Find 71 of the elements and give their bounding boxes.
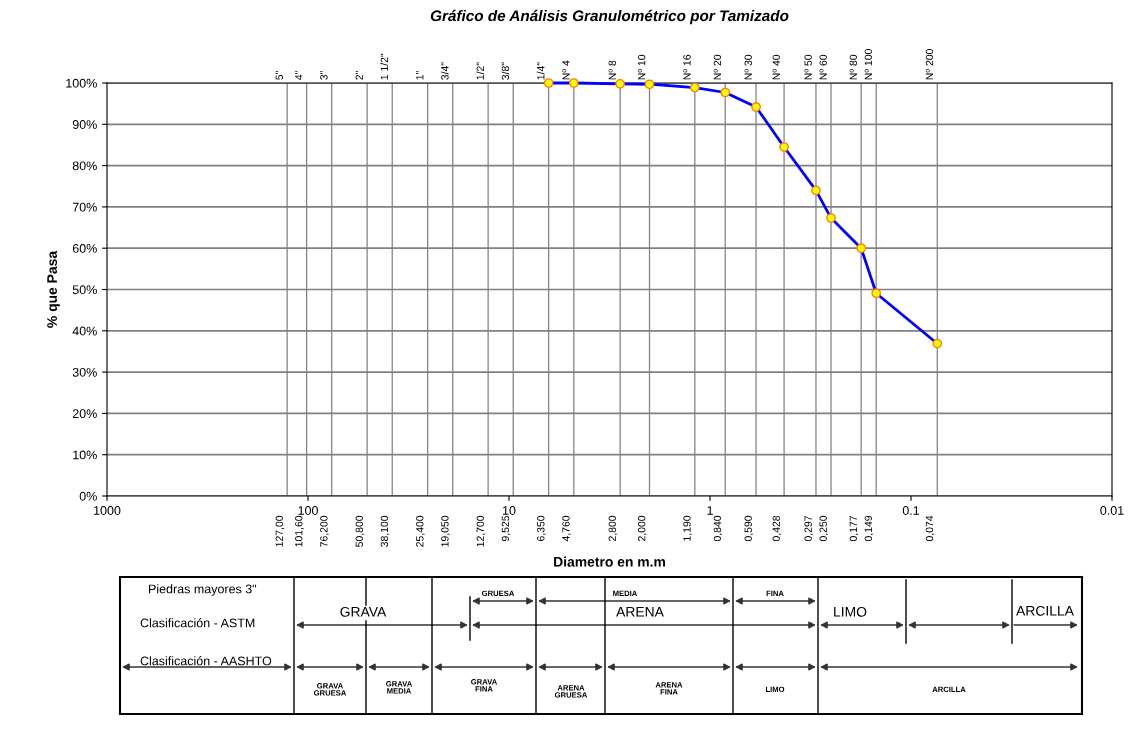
annotation: 1/2" bbox=[476, 62, 484, 80]
ref-line-label: 2,800 bbox=[608, 515, 618, 541]
y-tick-label: 80% bbox=[72, 161, 97, 171]
annotation: 3" bbox=[320, 71, 328, 80]
x-tick-label: 10 bbox=[503, 506, 516, 515]
text: ARENA bbox=[616, 607, 664, 617]
ref-line-label: 0,177 bbox=[849, 515, 859, 542]
annotation: 3/8" bbox=[501, 62, 510, 80]
x-tick-label: 100 bbox=[298, 506, 318, 515]
y-tick-label: 0% bbox=[79, 491, 97, 501]
ref-line-label: 9,525 bbox=[501, 515, 511, 542]
ref-line-label: 0,297 bbox=[804, 515, 814, 542]
text: Clasificación - AASHTO bbox=[140, 656, 272, 666]
annotation: Nº 16 bbox=[683, 54, 691, 80]
annotation: Nº 40 bbox=[772, 54, 780, 80]
y-axis-title: % que Pasa bbox=[47, 250, 60, 328]
text: LIMO bbox=[834, 606, 867, 617]
annotation: Nº 30 bbox=[744, 54, 752, 80]
text: GRAVA bbox=[340, 606, 387, 617]
annotation: Nº 100 bbox=[864, 49, 873, 80]
annotation: 2" bbox=[355, 71, 363, 80]
y-tick-label: 20% bbox=[72, 409, 97, 419]
annotation: 3/4" bbox=[440, 62, 449, 80]
annotation: Nº 60 bbox=[819, 54, 827, 80]
ref-line-label: 101,60 bbox=[295, 515, 304, 547]
x-tick-label: 1 bbox=[707, 506, 713, 515]
annotation: 1/4" bbox=[536, 62, 545, 80]
y-tick-label: 50% bbox=[72, 285, 97, 295]
text: Clasificación - ASTM bbox=[140, 618, 255, 628]
ref-line-label: 4,760 bbox=[562, 515, 571, 542]
text: Piedras mayores 3" bbox=[149, 584, 257, 596]
text: ARCILLA bbox=[1016, 605, 1074, 616]
ref-line-label: 0,149 bbox=[864, 515, 874, 542]
ref-line-label: 50,800 bbox=[355, 515, 365, 547]
x-tick-label: 0.1 bbox=[902, 506, 920, 515]
ref-line-label: 0,590 bbox=[744, 515, 754, 542]
annotation: Nº 20 bbox=[713, 54, 722, 80]
annotation: Nº 200 bbox=[925, 49, 934, 80]
ref-line-label: 2,000 bbox=[637, 515, 647, 541]
chart-title: Gráfico de Análisis Granulométrico por Tamizado bbox=[430, 9, 789, 25]
ref-line-label: 1,190 bbox=[683, 515, 692, 541]
ref-line-label: 76,200 bbox=[320, 515, 329, 547]
annotation: Nº 8 bbox=[608, 60, 616, 80]
ref-line-label: 127,00 bbox=[275, 515, 285, 547]
y-tick-label: 10% bbox=[73, 450, 97, 460]
ref-line-label: 12,700 bbox=[476, 515, 486, 547]
annotation: Nº 4 bbox=[562, 60, 570, 80]
x-tick-label: 0.01 bbox=[1100, 506, 1124, 515]
y-tick-label: 70% bbox=[72, 202, 97, 212]
y-tick-label: 40% bbox=[72, 326, 97, 336]
annotation: 4" bbox=[295, 71, 303, 80]
x-axis-title: Diametro en m.m bbox=[554, 556, 665, 567]
ref-line-label: 0,428 bbox=[772, 515, 782, 542]
y-tick-label: 100% bbox=[66, 78, 97, 88]
y-tick-label: 30% bbox=[72, 367, 97, 377]
y-tick-label: 60% bbox=[72, 244, 97, 253]
ref-line-label: 19,050 bbox=[441, 515, 450, 547]
ref-line-label: 0,250 bbox=[819, 515, 829, 542]
annotation: 1" bbox=[416, 71, 424, 80]
ref-line-label: 25,400 bbox=[416, 515, 425, 547]
annotation: Nº 80 bbox=[849, 54, 858, 80]
ref-line-label: 0,840 bbox=[713, 515, 723, 542]
annotation: 5" bbox=[275, 71, 283, 80]
annotation: Nº 10 bbox=[637, 54, 646, 80]
ref-line-label: 38,100 bbox=[380, 515, 390, 547]
ref-line-label: 0,074 bbox=[925, 515, 935, 542]
x-tick-label: 1000 bbox=[94, 506, 121, 515]
annotation: 1 1/2" bbox=[380, 53, 389, 80]
y-tick-label: 90% bbox=[72, 120, 97, 129]
ref-line-label: 6,350 bbox=[537, 515, 546, 541]
annotation: Nº 50 bbox=[804, 54, 812, 80]
